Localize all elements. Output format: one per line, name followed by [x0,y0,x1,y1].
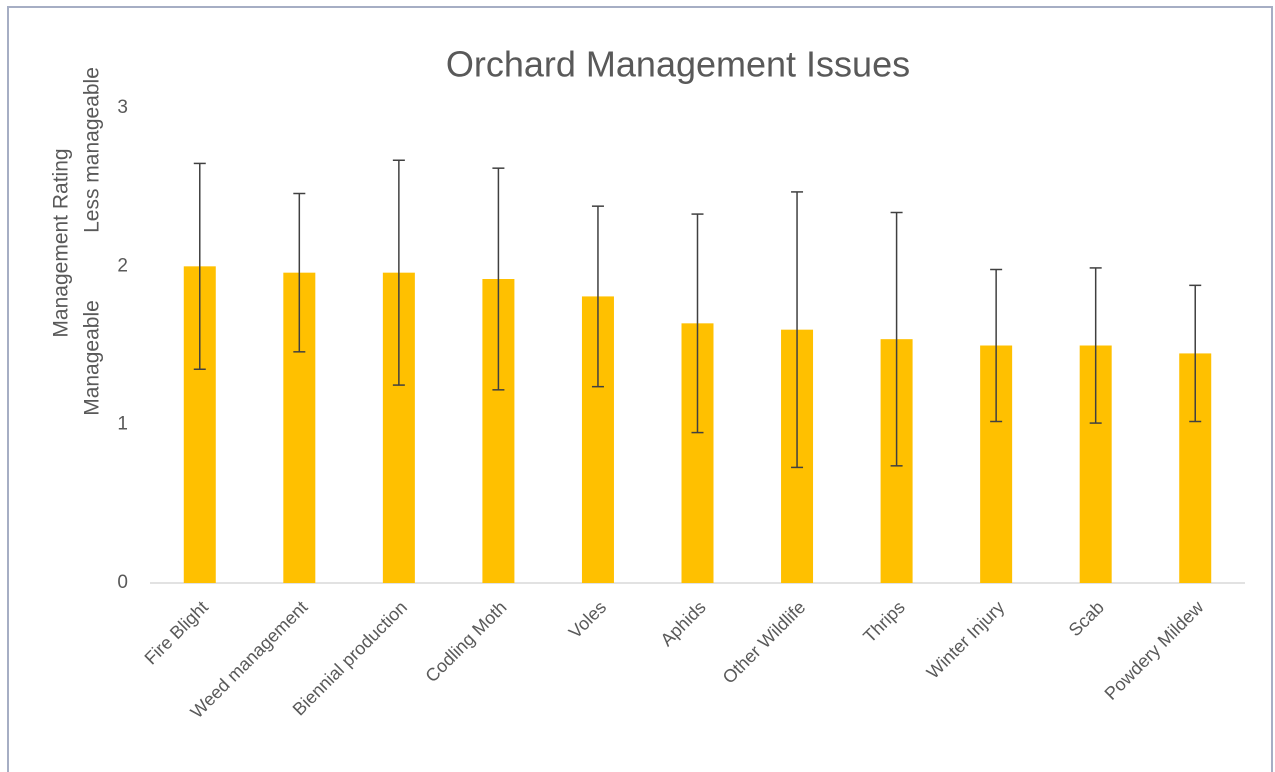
error-bar [990,268,1003,423]
y-tick-label: 1 [117,414,128,435]
y-tick-label: 0 [117,572,128,593]
y-tick-label: 3 [117,97,128,118]
error-bar [1189,284,1202,423]
y-axis-label-high: Less manageable [81,67,104,233]
error-bar [890,211,903,467]
error-bar [691,213,704,434]
error-bar [1089,267,1102,424]
y-axis-label: Management Rating [50,148,73,337]
error-bar [591,205,604,388]
error-bar [193,162,206,370]
y-tick-label: 2 [117,255,128,276]
y-axis-label-low: Manageable [81,300,104,416]
error-bar [791,191,804,469]
error-bar [492,167,505,391]
error-bar [293,192,306,353]
error-bar [392,159,405,386]
chart-frame [7,6,1273,772]
chart-title: Orchard Management Issues [446,44,910,85]
